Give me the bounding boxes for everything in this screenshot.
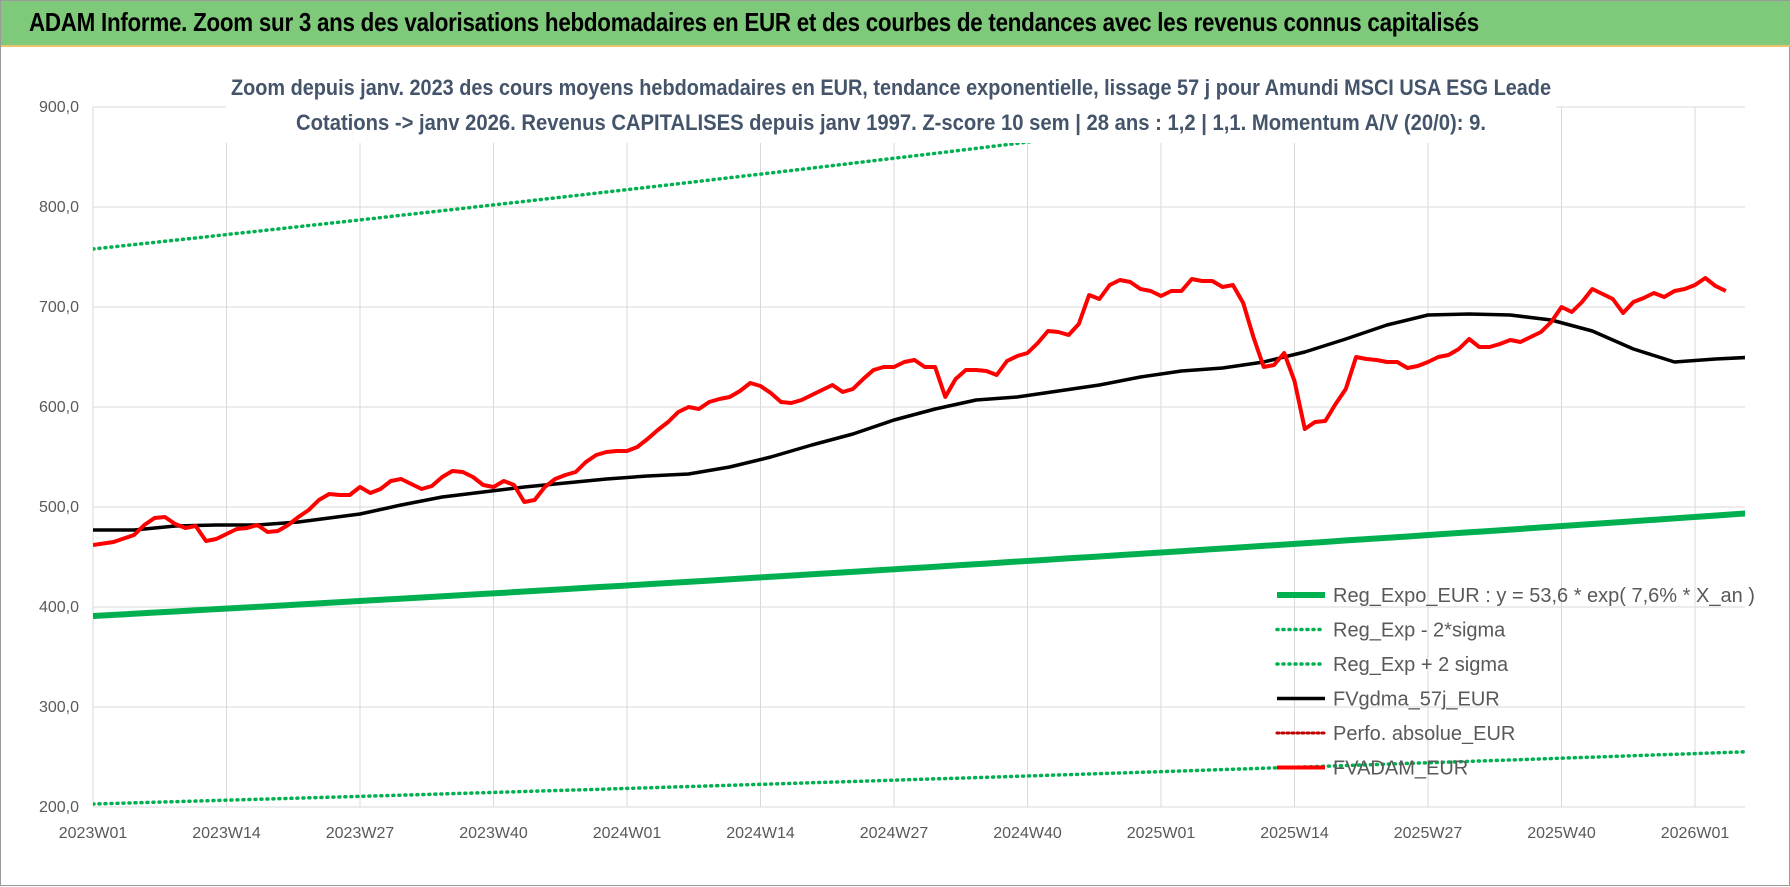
chart-subtitle-line-1: Zoom depuis janv. 2023 des cours moyens … — [231, 75, 1551, 100]
chart-subtitle-line-2: Cotations -> janv 2026. Revenus CAPITALI… — [296, 110, 1486, 135]
legend-label-reg-plus: Reg_Exp + 2 sigma — [1333, 654, 1509, 676]
x-tick-label: 2024W01 — [593, 825, 662, 842]
x-tick-label: 2023W14 — [192, 825, 261, 842]
x-tick-label: 2025W14 — [1260, 825, 1329, 842]
legend: Reg_Expo_EUR : y = 53,6 * exp( 7,6% * X_… — [1275, 585, 1755, 780]
legend-label-perfo: Perfo. absolue_EUR — [1333, 723, 1515, 745]
axis-layer: 200,0 300,0 400,0 500,0 600,0 700,0 800,… — [39, 99, 1729, 842]
title-banner: ADAM Informe. Zoom sur 3 ans des valoris… — [1, 1, 1790, 47]
y-tick-label: 900,0 — [39, 99, 79, 116]
y-tick-label: 600,0 — [39, 399, 79, 416]
x-tick-label: 2023W40 — [459, 825, 528, 842]
x-tick-label: 2024W14 — [726, 825, 795, 842]
legend-label-fvgdma: FVgdma_57j_EUR — [1333, 689, 1500, 711]
page-title: ADAM Informe. Zoom sur 3 ans des valoris… — [29, 7, 1479, 37]
x-tick-label: 2023W27 — [326, 825, 395, 842]
x-tick-label: 2024W27 — [860, 825, 929, 842]
y-tick-label: 400,0 — [39, 599, 79, 616]
chart-subtitle: Zoom depuis janv. 2023 des cours moyens … — [226, 69, 1556, 143]
x-tick-label: 2023W01 — [59, 825, 128, 842]
x-tick-label: 2025W01 — [1127, 825, 1196, 842]
x-tick-label: 2026W01 — [1661, 825, 1730, 842]
y-tick-label: 500,0 — [39, 499, 79, 516]
series-layer — [93, 93, 1745, 806]
y-tick-label: 300,0 — [39, 699, 79, 716]
series-line-reg_plus — [93, 93, 1433, 251]
series-line-fvadam — [93, 276, 1727, 547]
legend-label-fvadam: FVADAM_EUR — [1333, 758, 1468, 780]
series-line-reg_expo — [93, 510, 1745, 619]
y-tick-label: 700,0 — [39, 299, 79, 316]
subtitle-backdrop — [226, 69, 1556, 143]
x-tick-label: 2025W40 — [1527, 825, 1596, 842]
y-tick-label: 200,0 — [39, 799, 79, 816]
y-tick-label: 800,0 — [39, 199, 79, 216]
legend-label-reg-expo: Reg_Expo_EUR : y = 53,6 * exp( 7,6% * X_… — [1333, 585, 1755, 607]
x-tick-label: 2025W27 — [1394, 825, 1463, 842]
x-tick-label: 2024W40 — [993, 825, 1062, 842]
series-line-reg_minus — [93, 750, 1745, 806]
legend-label-reg-minus: Reg_Exp - 2*sigma — [1333, 620, 1506, 642]
series-line-fvgdma — [93, 312, 1745, 532]
